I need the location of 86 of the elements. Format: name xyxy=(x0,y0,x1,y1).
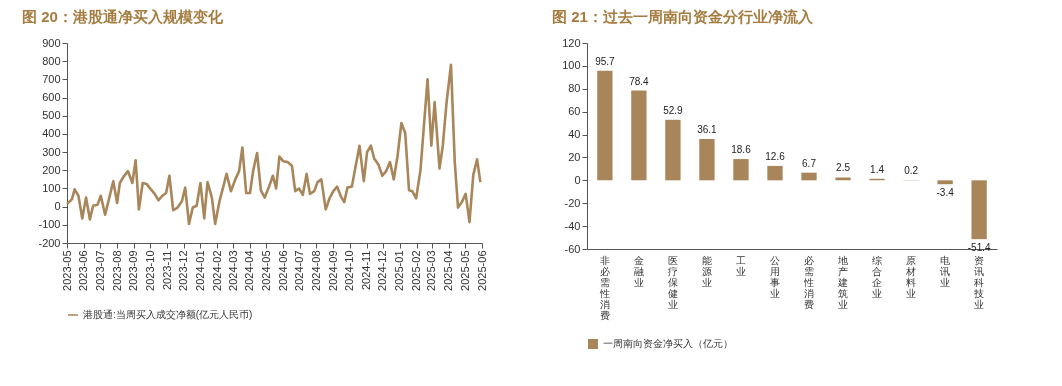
x-tick-label: 2023-07 xyxy=(93,250,106,291)
bar xyxy=(835,177,851,181)
x-tick-label: 2024-11 xyxy=(360,250,373,291)
y-tick-label: 100 xyxy=(562,59,581,72)
x-tick-label: 能源业 xyxy=(701,254,712,288)
y-tick-label: 100 xyxy=(42,181,61,194)
x-tick-label: 必需性消费 xyxy=(803,254,815,310)
y-tick-label: 0 xyxy=(54,200,61,213)
y-tick-label: 600 xyxy=(42,91,61,104)
y-tick-label: 80 xyxy=(568,82,581,95)
y-tick-label: 200 xyxy=(42,163,61,176)
bar xyxy=(767,165,783,181)
data-label: 78.4 xyxy=(629,75,650,87)
data-label: 0.2 xyxy=(904,165,919,177)
x-tick-label: 2024-05 xyxy=(259,250,272,291)
y-tick-label: -200 xyxy=(38,236,61,249)
x-tick-label: 公用事业 xyxy=(769,254,780,299)
x-tick-label: 2025-05 xyxy=(458,250,471,291)
y-tick-label: -100 xyxy=(38,218,61,231)
y-tick-label: -40 xyxy=(564,219,581,232)
x-tick-label: 2024-01 xyxy=(193,250,206,291)
x-tick-label: 2025-06 xyxy=(475,250,488,291)
x-tick-label: 地产建筑业 xyxy=(837,254,849,310)
x-tick-label: 2023-09 xyxy=(127,250,140,291)
x-tick-label: 2023-06 xyxy=(77,250,90,291)
x-tick-label: 2024-04 xyxy=(243,250,256,291)
data-label: 2.5 xyxy=(836,162,851,174)
x-tick-label: 2024-06 xyxy=(276,250,289,291)
y-tick-label: 20 xyxy=(568,150,581,163)
y-tick-label: 60 xyxy=(568,105,581,118)
x-tick-label: 2024-08 xyxy=(309,250,322,291)
data-label: 52.9 xyxy=(663,104,684,116)
y-tick-label: -20 xyxy=(564,196,581,209)
chart-title: 图 21：过去一周南向资金分行业净流入 xyxy=(552,8,814,25)
legend-label: 港股通:当周买入成交净额(亿元人民币) xyxy=(83,309,253,320)
data-label: 12.6 xyxy=(765,150,786,162)
x-tick-label: 非必需性消费 xyxy=(598,254,610,321)
y-tick-label: 300 xyxy=(42,145,61,158)
chart-title: 图 20：港股通净买入规模变化 xyxy=(22,8,224,25)
legend-label: 一周南向资金净买入（亿元） xyxy=(603,338,733,349)
y-tick-label: 400 xyxy=(42,127,61,140)
x-tick-label: 2024-12 xyxy=(376,250,389,291)
x-tick-label: 2023-12 xyxy=(177,250,190,291)
y-tick-label: 800 xyxy=(42,54,61,67)
bar xyxy=(733,159,749,181)
bar xyxy=(801,172,817,181)
x-tick-label: 2024-02 xyxy=(210,250,223,291)
x-tick-label: 2024-03 xyxy=(226,250,239,291)
y-tick-label: 700 xyxy=(42,72,61,85)
x-tick-label: 原材料业 xyxy=(905,254,917,299)
data-label: 18.6 xyxy=(731,144,752,156)
x-tick-label: 金融业 xyxy=(633,254,644,288)
data-label: 1.4 xyxy=(870,163,885,175)
data-label: 36.1 xyxy=(697,124,718,136)
x-tick-label: 2025-03 xyxy=(425,250,438,291)
y-tick-label: 0 xyxy=(574,173,581,186)
x-tick-label: 2024-10 xyxy=(343,250,356,291)
y-tick-label: 120 xyxy=(562,36,581,49)
x-tick-label: 工业 xyxy=(735,254,746,277)
bar xyxy=(665,119,681,181)
y-tick-label: 40 xyxy=(568,128,581,141)
data-label: 6.7 xyxy=(802,157,817,169)
x-tick-label: 2024-09 xyxy=(326,250,339,291)
y-tick-label: -60 xyxy=(564,242,581,255)
x-tick-label: 2023-11 xyxy=(160,250,173,291)
x-tick-label: 医疗保健业 xyxy=(667,254,678,310)
x-tick-label: 2025-04 xyxy=(442,250,455,291)
y-tick-label: 900 xyxy=(42,36,61,49)
bar xyxy=(937,180,953,185)
x-tick-label: 2023-08 xyxy=(110,250,123,291)
x-tick-label: 资讯科技业 xyxy=(973,254,985,310)
x-tick-label: 2025-02 xyxy=(410,250,423,291)
x-tick-label: 2023-05 xyxy=(60,250,73,291)
x-tick-label: 综合企业 xyxy=(872,254,883,299)
y-tick-label: 500 xyxy=(42,109,61,122)
x-tick-label: 2024-07 xyxy=(293,250,306,291)
data-label: 95.7 xyxy=(595,55,616,67)
x-tick-label: 2025-01 xyxy=(393,250,406,291)
x-tick-label: 电讯业 xyxy=(940,254,951,288)
bar xyxy=(597,70,613,181)
x-tick-label: 2023-10 xyxy=(143,250,156,291)
data-label: -3.4 xyxy=(936,187,955,199)
bar xyxy=(971,180,987,240)
bar xyxy=(699,139,715,181)
line-series xyxy=(65,63,482,226)
bar xyxy=(631,90,647,181)
